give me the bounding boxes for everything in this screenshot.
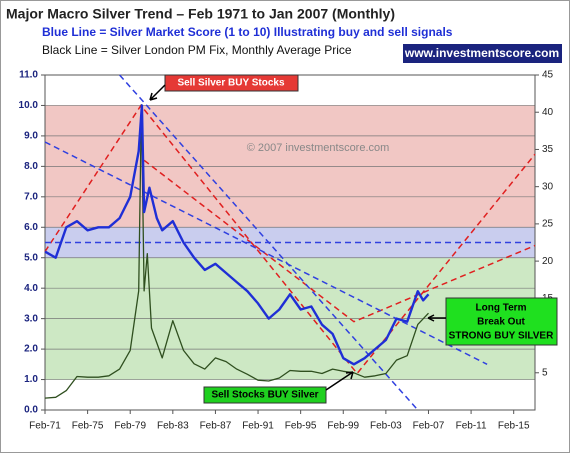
- chart-title: Major Macro Silver Trend – Feb 1971 to J…: [6, 6, 395, 22]
- x-tick-label: Feb-15: [498, 421, 530, 432]
- y2-tick-label: 30: [542, 181, 554, 192]
- series-line: [44, 104, 430, 366]
- y-tick-label: 1.0: [24, 374, 38, 385]
- y-tick-label: 9.0: [24, 131, 38, 142]
- y2-tick-label: 45: [542, 70, 554, 81]
- y-tick-label: 7.0: [24, 191, 38, 202]
- x-tick-label: Feb-79: [114, 421, 146, 432]
- x-tick-label: Feb-07: [413, 421, 445, 432]
- y-tick-label: 10.0: [19, 100, 39, 111]
- copyright: © 2007 investmentscore.com: [247, 142, 390, 154]
- x-tick-label: Feb-91: [242, 421, 274, 432]
- subtitle2: Black Line = Silver London PM Fix, Month…: [42, 43, 352, 57]
- breakout-box: [445, 297, 558, 346]
- y-tick-label: 0.0: [24, 405, 38, 416]
- x-tick-label: Feb-11: [456, 421, 487, 432]
- arrow: [325, 371, 354, 391]
- y2-tick-label: 40: [542, 107, 554, 118]
- y-tick-label: 5.0: [24, 252, 38, 263]
- breakout-label: STRONG BUY SILVER: [449, 331, 554, 342]
- sell-box: [164, 74, 299, 92]
- y-tick-label: 8.0: [24, 161, 38, 172]
- y-tick-label: 3.0: [24, 313, 38, 324]
- buy-box: [203, 386, 327, 404]
- x-tick-label: Feb-95: [285, 421, 317, 432]
- x-tick-label: Feb-71: [29, 421, 61, 432]
- buy-label: Sell Stocks BUY Silver: [211, 390, 318, 401]
- y2-tick-label: 25: [542, 219, 554, 230]
- y2-tick-label: 5: [542, 367, 548, 378]
- x-tick-label: Feb-75: [72, 421, 104, 432]
- trend-line: [143, 159, 536, 323]
- badge: www.investmentscore.com: [404, 46, 559, 60]
- sell-label: Sell Silver BUY Stocks: [177, 78, 285, 89]
- y-tick-label: 4.0: [24, 283, 38, 294]
- arrow: [427, 314, 446, 322]
- y-tick-label: 2.0: [24, 344, 38, 355]
- y2-tick-label: 35: [542, 144, 554, 155]
- series-line: [44, 104, 429, 399]
- subtitle: Blue Line = Silver Market Score (1 to 10…: [42, 25, 453, 39]
- y2-tick-label: 20: [542, 256, 554, 267]
- arrow: [149, 84, 166, 101]
- breakout-label: Break Out: [477, 317, 525, 328]
- x-tick-label: Feb-03: [370, 421, 402, 432]
- x-tick-label: Feb-99: [327, 421, 359, 432]
- trend-line: [44, 104, 536, 375]
- y-tick-label: 11.0: [19, 70, 38, 81]
- x-tick-label: Feb-83: [157, 421, 189, 432]
- y-tick-label: 6.0: [24, 222, 38, 233]
- x-tick-label: Feb-87: [200, 421, 232, 432]
- badge-box: [403, 44, 562, 63]
- breakout-label: Long Term: [476, 303, 527, 314]
- trend-line: [44, 141, 488, 365]
